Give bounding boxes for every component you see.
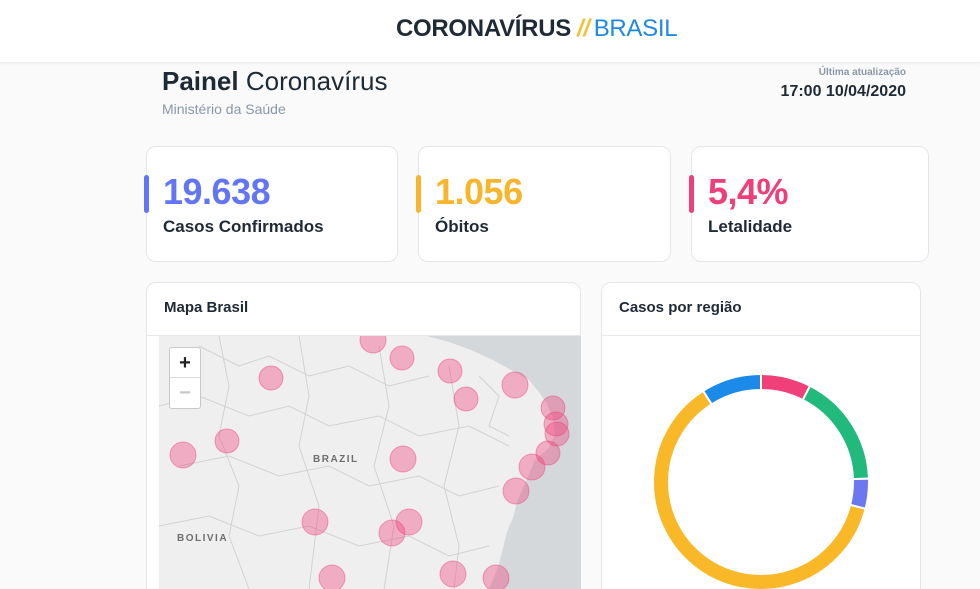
case-bubble[interactable] (518, 453, 546, 481)
region-donut-chart[interactable] (602, 336, 922, 589)
case-bubble[interactable] (437, 358, 463, 384)
last-update-value: 17:00 10/04/2020 (780, 83, 906, 100)
kpi-card-confirmed: 19.638 Casos Confirmados (144, 146, 398, 262)
map-label-brazil: BRAZIL (313, 454, 359, 465)
map-panel-title: Mapa Brasil (164, 299, 249, 316)
case-bubble[interactable] (378, 519, 406, 547)
kpi-accent-bar (416, 175, 421, 213)
case-bubble[interactable] (169, 441, 197, 469)
case-bubble[interactable] (389, 345, 415, 371)
map-label-bolivia: BOLIVIA (177, 533, 229, 544)
brand-country: BRASIL (593, 15, 678, 42)
zoom-out-button[interactable]: − (179, 382, 191, 404)
case-bubble[interactable] (501, 371, 529, 399)
kpi-card-deaths: 1.056 Óbitos (416, 146, 671, 262)
kpi-label-confirmed: Casos Confirmados (163, 217, 324, 236)
case-bubble[interactable] (318, 564, 346, 589)
case-bubble[interactable] (482, 564, 510, 589)
kpi-label-deaths: Óbitos (435, 217, 489, 236)
case-bubble[interactable] (258, 365, 284, 391)
map-borders (159, 336, 510, 589)
kpi-card-lethality: 5,4% Letalidade (689, 146, 929, 262)
case-bubble[interactable] (453, 386, 479, 412)
top-bar: CORONAVÍRUS//BRASIL (0, 0, 980, 62)
case-bubble[interactable] (544, 421, 570, 447)
brazil-map[interactable]: + − BRAZIL BOLIVIA (159, 336, 581, 589)
kpi-accent-bar (689, 175, 694, 213)
case-bubble[interactable] (540, 395, 566, 421)
zoom-control: + − (169, 347, 201, 409)
kpi-value-confirmed: 19.638 (163, 171, 271, 212)
page-subtitle: Ministério da Saúde (162, 101, 286, 117)
map-panel: Mapa Brasil + − BRAZIL BOLIVIA (146, 282, 581, 589)
map-ocean (427, 336, 581, 589)
kpi-value-lethality: 5,4% (708, 171, 789, 212)
donut-slice-0[interactable] (760, 372, 812, 402)
case-bubble[interactable] (439, 560, 467, 588)
case-bubble[interactable] (535, 440, 561, 466)
case-bubble[interactable] (395, 508, 423, 536)
chart-panel-title: Casos por região (619, 299, 742, 316)
brand-main: CORONAVÍRUS (396, 15, 571, 42)
last-update-label: Última atualização (818, 67, 906, 78)
case-bubble[interactable] (359, 336, 387, 354)
donut-slice-1[interactable] (801, 384, 870, 481)
map-canvas (159, 336, 581, 589)
case-bubble[interactable] (214, 428, 240, 454)
panel-divider (602, 335, 920, 336)
page-title-rest: Coronavírus (245, 66, 388, 96)
panel-divider (147, 335, 580, 336)
page-title-strong: Painel (162, 66, 239, 96)
kpi-accent-bar (144, 175, 149, 213)
kpi-label-lethality: Letalidade (708, 217, 793, 236)
page-title: Painel Coronavírus (162, 66, 387, 97)
case-bubble[interactable] (301, 508, 329, 536)
donut-slice-2[interactable] (848, 477, 870, 511)
case-bubble[interactable] (543, 411, 569, 437)
donut-slice-4[interactable] (701, 372, 762, 406)
region-chart-panel: Casos por região (601, 282, 921, 589)
case-bubbles (169, 336, 570, 589)
zoom-in-button[interactable]: + (170, 348, 200, 378)
brand-logo[interactable]: CORONAVÍRUS//BRASIL (396, 15, 678, 43)
case-bubble[interactable] (502, 477, 530, 505)
brand-separator: // (576, 15, 590, 42)
kpi-value-deaths: 1.056 (435, 171, 523, 212)
case-bubble[interactable] (389, 445, 417, 473)
